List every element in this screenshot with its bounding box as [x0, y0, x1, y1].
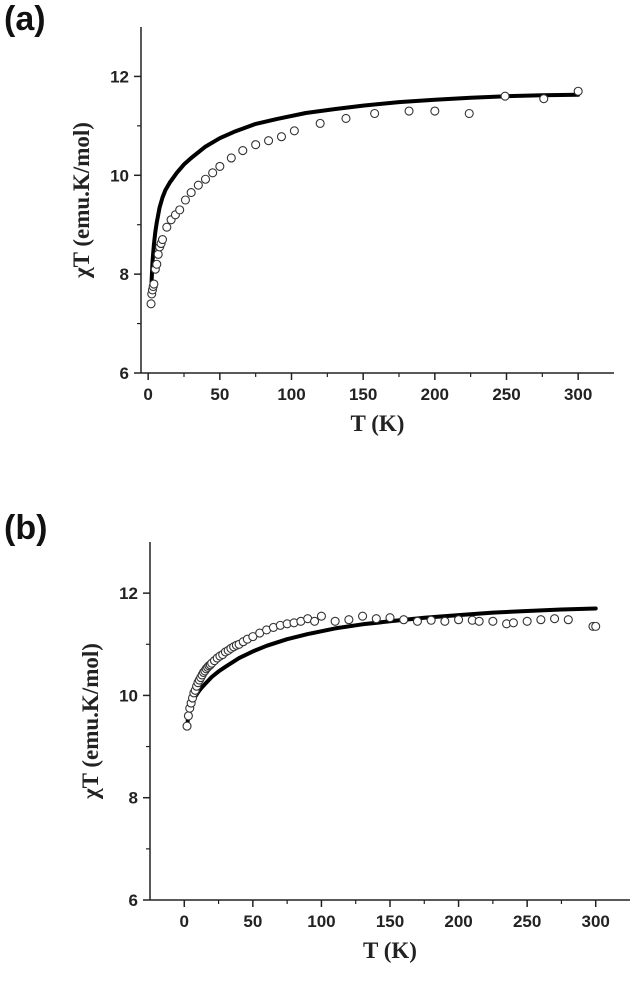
x-axis-title: T (K) — [351, 411, 405, 436]
data-point — [522, 616, 532, 626]
data-point — [430, 106, 440, 116]
panel-label-a: (a) — [4, 0, 46, 38]
data-point — [226, 153, 236, 163]
x-tick-label: 300 — [582, 912, 610, 931]
chart-panel-a: (a) 0 50 100 150 200 250 300 6 8 10 12 T (K) χT (emu… — [0, 0, 642, 460]
data-point — [385, 613, 395, 623]
data-point — [162, 222, 172, 232]
chart-b: 0 50 100 150 200 250 300 6 8 10 12 T (K) χT (emu.K/m… — [78, 542, 630, 963]
x-tick-label: 0 — [180, 912, 189, 931]
data-point — [539, 94, 549, 104]
data-point — [573, 86, 583, 96]
x-tick-label: 300 — [564, 385, 592, 404]
data-point — [215, 161, 225, 171]
data-point — [474, 616, 484, 626]
data-point — [248, 632, 258, 642]
data-point — [157, 234, 168, 245]
x-tick-label: 200 — [444, 912, 472, 931]
data-point — [563, 615, 573, 625]
data-point — [200, 174, 211, 184]
y-axis-title: χT (emu.K/mol) — [78, 643, 103, 800]
data-point — [488, 616, 498, 626]
data-point — [152, 259, 162, 269]
x-tick-label: 200 — [421, 385, 449, 404]
data-point — [454, 615, 464, 625]
data-point — [276, 132, 287, 142]
chart-a: 0 50 100 150 200 250 300 6 8 10 12 T (K) χT (emu.K/m… — [69, 27, 614, 436]
x-tick-label: 150 — [349, 385, 377, 404]
y-tick-label: 10 — [119, 686, 138, 705]
y-axis-title: χT (emu.K/mol) — [69, 122, 94, 279]
data-point — [344, 615, 354, 625]
x-tick-label: 100 — [307, 912, 335, 931]
data-point — [508, 618, 518, 628]
data-point — [536, 615, 546, 625]
y-tick-label: 6 — [120, 364, 129, 383]
y-tick-label: 12 — [119, 584, 138, 603]
data-point — [500, 91, 510, 101]
data-point — [186, 188, 196, 198]
data-point — [371, 614, 381, 624]
data-point — [310, 616, 320, 626]
fit-curve-line — [185, 606, 598, 729]
data-point — [341, 113, 351, 123]
x-tick-label: 150 — [376, 912, 404, 931]
data-point — [264, 136, 274, 146]
data-point — [175, 205, 185, 215]
x-tick-label: 100 — [277, 385, 305, 404]
x-tick-label: 250 — [513, 912, 541, 931]
data-point — [399, 615, 409, 625]
data-point — [251, 140, 261, 150]
x-tick-label: 50 — [210, 385, 229, 404]
data-point — [193, 180, 203, 190]
x-tick-label: 50 — [243, 912, 262, 931]
data-point — [370, 108, 380, 119]
data-point — [464, 108, 474, 119]
x-axis-title: T (K) — [363, 938, 417, 963]
data-point — [180, 195, 190, 205]
data-point — [182, 721, 192, 731]
data-point — [330, 616, 340, 626]
data-point — [315, 118, 325, 128]
data-point — [289, 126, 299, 136]
y-tick-label: 6 — [129, 891, 138, 910]
y-tick-label: 12 — [110, 67, 129, 86]
y-tick-label: 8 — [120, 265, 129, 284]
data-point — [208, 168, 218, 178]
y-tick-label: 10 — [110, 166, 129, 185]
x-tick-label: 0 — [143, 385, 152, 404]
x-tick-label: 250 — [492, 385, 520, 404]
data-point — [550, 614, 560, 624]
chart-panel-b: (b) 0 50 100 150 200 250 300 6 8 10 12 T (K) χT (emu… — [0, 505, 642, 984]
data-point — [238, 146, 248, 156]
data-point — [149, 279, 159, 289]
data-point — [426, 615, 436, 625]
data-point — [358, 611, 368, 621]
fit-curve-line — [149, 92, 581, 296]
panel-label-b: (b) — [4, 509, 48, 547]
data-point — [153, 249, 163, 259]
data-point — [316, 611, 326, 621]
data-point — [146, 299, 156, 309]
data-point — [440, 616, 450, 626]
data-point — [412, 616, 422, 626]
y-tick-label: 8 — [129, 789, 138, 808]
data-point — [183, 711, 193, 721]
data-point — [591, 621, 601, 631]
data-point — [404, 106, 414, 116]
